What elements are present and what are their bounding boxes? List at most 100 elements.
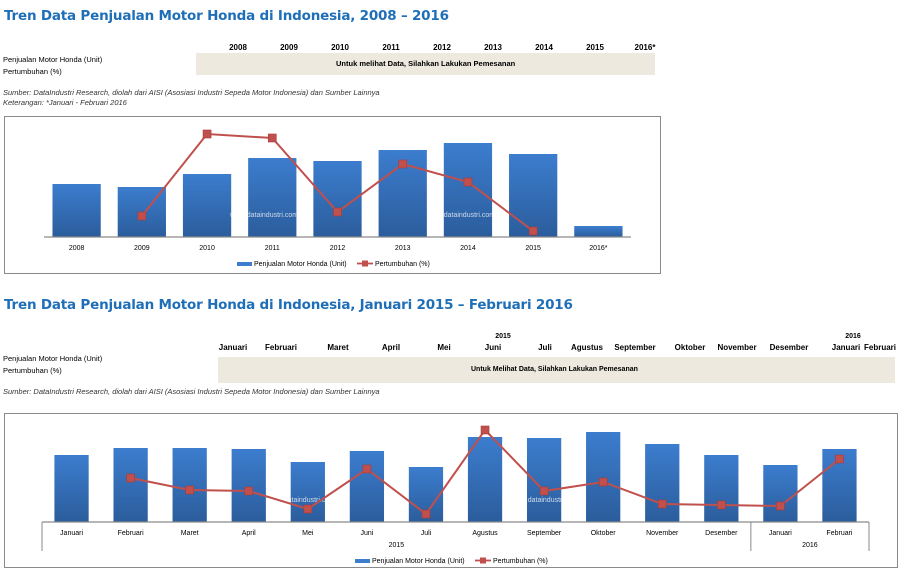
bar-0 (52, 184, 101, 237)
column-header-month-2: Maret (327, 343, 349, 352)
column-header-month-4: Mei (437, 343, 451, 352)
x-tick-label-11: Desember (705, 530, 738, 537)
x-tick-label-6: Juli (421, 530, 432, 537)
bar-11 (704, 455, 739, 522)
growth-marker-3 (267, 133, 277, 143)
bar-0 (54, 455, 89, 522)
row-label-sales-monthly: Penjualan Motor Honda (Unit) (3, 354, 103, 363)
group-label-2015: 2015 (389, 542, 405, 549)
column-header-year-1: 2009 (280, 43, 298, 52)
legend-bar-label: Penjualan Motor Honda (Unit) (254, 261, 347, 268)
x-tick-label-4: Mei (302, 530, 314, 537)
bar-7 (467, 437, 503, 522)
growth-marker-13 (835, 454, 844, 464)
column-header-year-2: 2010 (331, 43, 349, 52)
growth-marker-1 (137, 211, 147, 221)
bar-6 (443, 143, 493, 237)
column-header-year-3: 2011 (382, 43, 400, 52)
x-tick-label-4: 2012 (330, 245, 346, 252)
section2-source: Sumber: DataIndustri Research, diolah da… (3, 387, 380, 396)
growth-marker-10 (657, 499, 667, 509)
growth-marker-4 (333, 207, 342, 217)
growth-marker-4 (303, 504, 313, 514)
x-tick-label-5: 2013 (395, 245, 411, 252)
chart1-frame: www.dataindustri.com www.dataindustri.com… (4, 116, 661, 274)
legend-line-label: Pertumbuhan (%) (375, 261, 430, 268)
growth-marker-8 (539, 486, 549, 496)
watermark-0: www.dataindustri.com (266, 497, 335, 504)
row-label-sales: Penjualan Motor Honda (Unit) (3, 55, 103, 64)
legend-line-label: Pertumbuhan (%) (493, 558, 548, 565)
x-tick-label-1: Februari (118, 530, 145, 537)
bar-8 (574, 226, 623, 237)
column-header-year-7: 2015 (586, 43, 604, 52)
bar-5 (349, 451, 385, 522)
column-header-month-8: September (614, 343, 656, 352)
section2-title: Tren Data Penjualan Motor Honda di Indon… (4, 297, 573, 313)
x-tick-label-0: Januari (60, 530, 83, 537)
watermark-0: www.dataindustri.com (229, 212, 298, 219)
bar-3 (248, 158, 297, 237)
bar-2 (182, 174, 232, 237)
x-tick-label-6: 2014 (460, 245, 476, 252)
watermark-1: www.dataindustri.com (426, 212, 495, 219)
section2-data-band (218, 357, 895, 383)
column-header-year-5: 2013 (484, 43, 502, 52)
growth-marker-7 (480, 425, 490, 435)
row-label-growth-monthly: Pertumbuhan (%) (3, 366, 62, 375)
column-header-year-8: 2016* (634, 43, 656, 52)
legend-bar-label: Penjualan Motor Honda (Unit) (372, 558, 465, 565)
legend-line-marker (362, 260, 368, 267)
x-tick-label-2: 2010 (199, 245, 215, 252)
x-tick-label-12: Januari (769, 530, 792, 537)
x-tick-label-3: 2011 (265, 245, 280, 252)
growth-marker-5 (362, 464, 372, 474)
x-tick-label-3: April (242, 530, 256, 537)
column-header-month-6: Juli (538, 343, 552, 352)
chart2-svg: www.dataindustri.com www.dataindustri.com… (41, 425, 870, 565)
column-header-month-11: Desember (769, 343, 809, 352)
growth-marker-3 (244, 486, 254, 496)
year-label-2015: 2015 (495, 333, 511, 340)
x-tick-label-7: 2015 (525, 245, 541, 252)
column-header-month-0: Januari (218, 343, 248, 352)
x-tick-label-8: September (527, 530, 562, 537)
chart2-frame: www.dataindustri.com www.dataindustri.com… (4, 413, 898, 568)
year-label-2016: 2016 (845, 333, 861, 340)
column-header-month-5: Juni (484, 343, 502, 352)
section2-order-notice[interactable]: Untuk Melihat Data, Silahkan Lakukan Pem… (471, 366, 638, 373)
bar-2 (172, 448, 207, 522)
bar-1 (113, 448, 148, 522)
section1-order-notice[interactable]: Untuk melihat Data, Silahkan Lakukan Pem… (336, 59, 516, 68)
x-tick-label-8: 2016* (589, 245, 608, 252)
growth-marker-7 (528, 226, 538, 236)
x-tick-label-0: 2008 (69, 245, 85, 252)
growth-marker-5 (398, 159, 408, 169)
bar-9 (586, 432, 621, 522)
legend-bar-swatch (237, 262, 252, 266)
column-header-month-12: Januari (831, 343, 861, 352)
growth-marker-6 (421, 509, 431, 519)
column-header-month-13: Februari (863, 343, 896, 352)
section1-source: Sumber: DataIndustri Research, diolah da… (3, 88, 380, 97)
column-header-year-6: 2014 (535, 43, 553, 52)
x-tick-label-7: Agustus (472, 530, 498, 537)
legend-bar-swatch (355, 559, 370, 563)
chart1-svg: www.dataindustri.com www.dataindustri.com… (44, 129, 631, 268)
bar-12 (763, 465, 798, 522)
x-tick-label-13: Februari (826, 530, 853, 537)
section1-title: Tren Data Penjualan Motor Honda di Indon… (4, 8, 449, 24)
growth-marker-12 (776, 501, 785, 511)
section1-footnote: Keterangan: *Januari - Februari 2016 (3, 98, 127, 107)
growth-marker-2 (202, 129, 212, 139)
bar-7 (509, 154, 558, 237)
column-header-year-4: 2012 (433, 43, 451, 52)
bar-3 (231, 449, 266, 522)
growth-marker-2 (185, 485, 194, 495)
group-label-2016: 2016 (802, 542, 818, 549)
growth-marker-1 (126, 473, 135, 483)
column-header-year-0: 2008 (229, 43, 247, 52)
x-tick-label-10: November (646, 530, 679, 537)
column-header-month-7: Agustus (571, 343, 603, 352)
x-tick-label-5: Juni (360, 530, 373, 537)
